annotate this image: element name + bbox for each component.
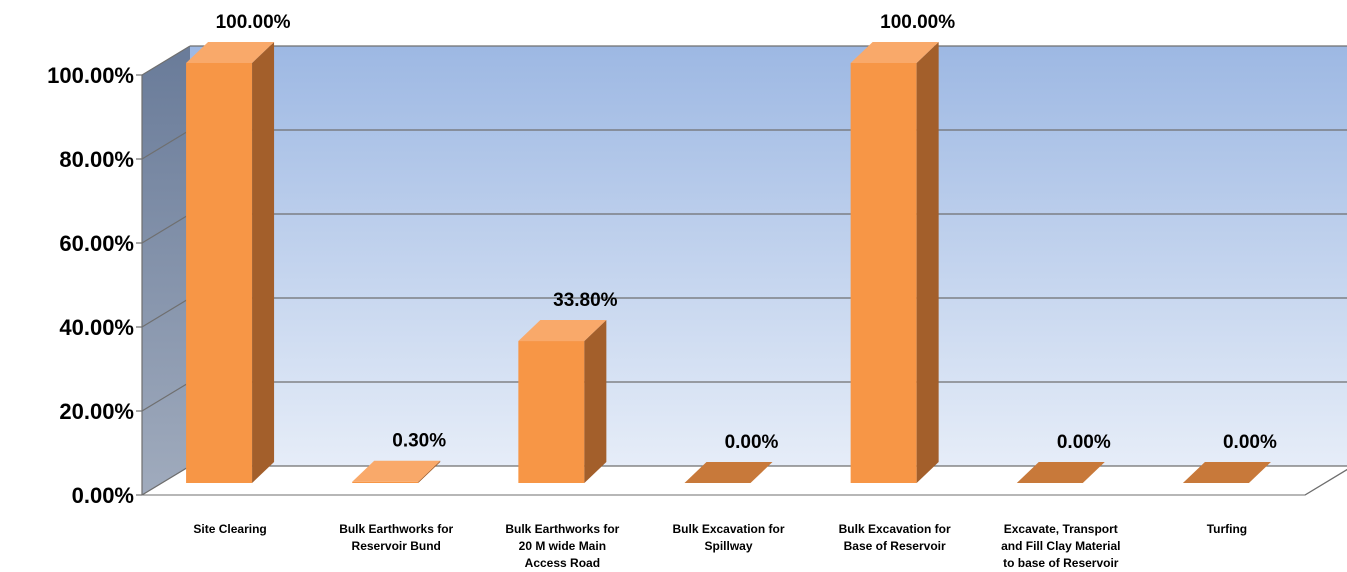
data-labels: 100.00% 0.30% 33.80% 0.00% 100.00% 0.00% 0.00% <box>216 12 1277 453</box>
data-label: 0.30% <box>392 431 446 452</box>
y-tick-label: 80.00% <box>59 147 134 172</box>
bar <box>1182 462 1271 483</box>
bar <box>352 460 441 483</box>
x-tick-label: Bulk Earthworks for Reservoir Bund <box>339 522 453 553</box>
bar <box>684 462 773 483</box>
gridline-side <box>141 381 191 412</box>
gridline-side <box>141 129 191 160</box>
back-wall <box>190 46 1347 466</box>
data-label: 100.00% <box>880 12 955 33</box>
bar-top <box>1016 462 1105 483</box>
data-label: 0.00% <box>1057 432 1111 453</box>
bar-top <box>1182 462 1271 483</box>
data-label: 0.00% <box>725 432 779 453</box>
gridlines <box>141 45 1347 496</box>
gridline-side <box>141 213 191 244</box>
floor-edge <box>1304 468 1347 496</box>
gridline-side <box>141 297 191 328</box>
bar <box>850 42 939 483</box>
y-tick-label: 100.00% <box>47 63 134 88</box>
bars <box>186 42 1271 483</box>
data-label: 100.00% <box>216 12 291 33</box>
x-tick-label: Turfing <box>1207 522 1247 536</box>
chart-walls <box>140 46 1347 496</box>
y-axis: 0.00% 20.00% 40.00% 60.00% 80.00% 100.00% <box>47 63 143 508</box>
x-tick-label: Bulk Excavation for Spillway <box>672 522 784 553</box>
x-tick-label: Site Clearing <box>193 522 266 536</box>
bar-front <box>850 63 917 483</box>
bar-top <box>186 42 275 63</box>
bar-side <box>418 460 441 483</box>
bar-front <box>352 481 419 483</box>
x-tick-label: Bulk Excavation for Base of Reservoir <box>839 522 951 553</box>
y-tick-label: 60.00% <box>59 231 134 256</box>
bar-front <box>186 63 253 483</box>
x-axis: Site Clearing Bulk Earthworks for Reservoi… <box>193 468 1347 570</box>
x-tick-label: Bulk Earthworks for 20 M wide Main Access … <box>505 522 619 570</box>
bar-top <box>850 42 939 63</box>
bar-top <box>518 320 607 342</box>
y-tick-label: 0.00% <box>72 483 134 508</box>
gridline-side <box>141 465 191 496</box>
bar-side <box>252 42 275 483</box>
data-label: 33.80% <box>553 290 618 311</box>
bar-side <box>916 42 939 483</box>
bar-side <box>584 320 607 483</box>
y-tick-label: 40.00% <box>59 315 134 340</box>
bar-top <box>684 462 773 483</box>
bar-front <box>518 341 585 483</box>
bar-top <box>352 460 441 482</box>
y-tick-label: 20.00% <box>59 399 134 424</box>
bar <box>518 320 607 483</box>
side-wall <box>142 46 190 495</box>
bar <box>1016 462 1105 483</box>
x-tick-label: Excavate, Transport and Fill Clay Materia… <box>1001 522 1120 570</box>
gridline-side <box>141 45 191 76</box>
data-label: 0.00% <box>1223 432 1277 453</box>
bar <box>186 42 275 483</box>
